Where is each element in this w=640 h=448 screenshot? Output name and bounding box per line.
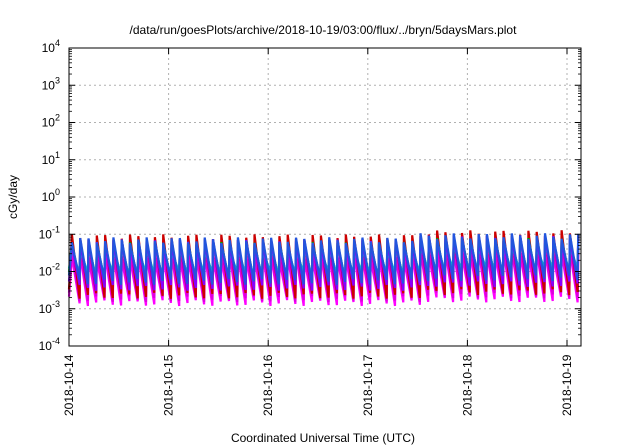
- y-tick-label: 10-3: [39, 299, 60, 316]
- x-tick-label: 2018-10-17: [361, 354, 375, 416]
- x-tick-label: 2018-10-15: [162, 354, 176, 416]
- y-tick-label: 101: [42, 150, 60, 167]
- x-tick-label: 2018-10-18: [460, 354, 474, 416]
- series-layer: [67, 230, 580, 307]
- x-axis-label: Coordinated Universal Time (UTC): [231, 431, 415, 445]
- chart-title: /data/run/goesPlots/archive/2018-10-19/0…: [130, 23, 518, 37]
- y-tick-label: 10-4: [39, 336, 60, 353]
- x-tick-label: 2018-10-19: [560, 354, 574, 416]
- y-tick-label: 10-1: [39, 224, 60, 241]
- y-tick-label: 100: [42, 187, 60, 204]
- x-tick-label: 2018-10-16: [261, 354, 275, 416]
- y-axis-ticks: 104 103 102 101 100 10-1 10-2 10-3 10-4: [39, 38, 581, 353]
- series-line: [67, 233, 580, 285]
- x-axis-ticks: 2018-10-14 2018-10-15 2018-10-16 2018-10-17…: [62, 48, 574, 416]
- y-tick-label: 104: [42, 38, 60, 55]
- y-tick-label: 103: [42, 75, 60, 92]
- y-axis-label: cGy/day: [6, 175, 20, 219]
- x-tick-label: 2018-10-14: [62, 354, 76, 416]
- y-tick-label: 102: [42, 113, 60, 130]
- y-tick-label: 10-2: [39, 262, 60, 279]
